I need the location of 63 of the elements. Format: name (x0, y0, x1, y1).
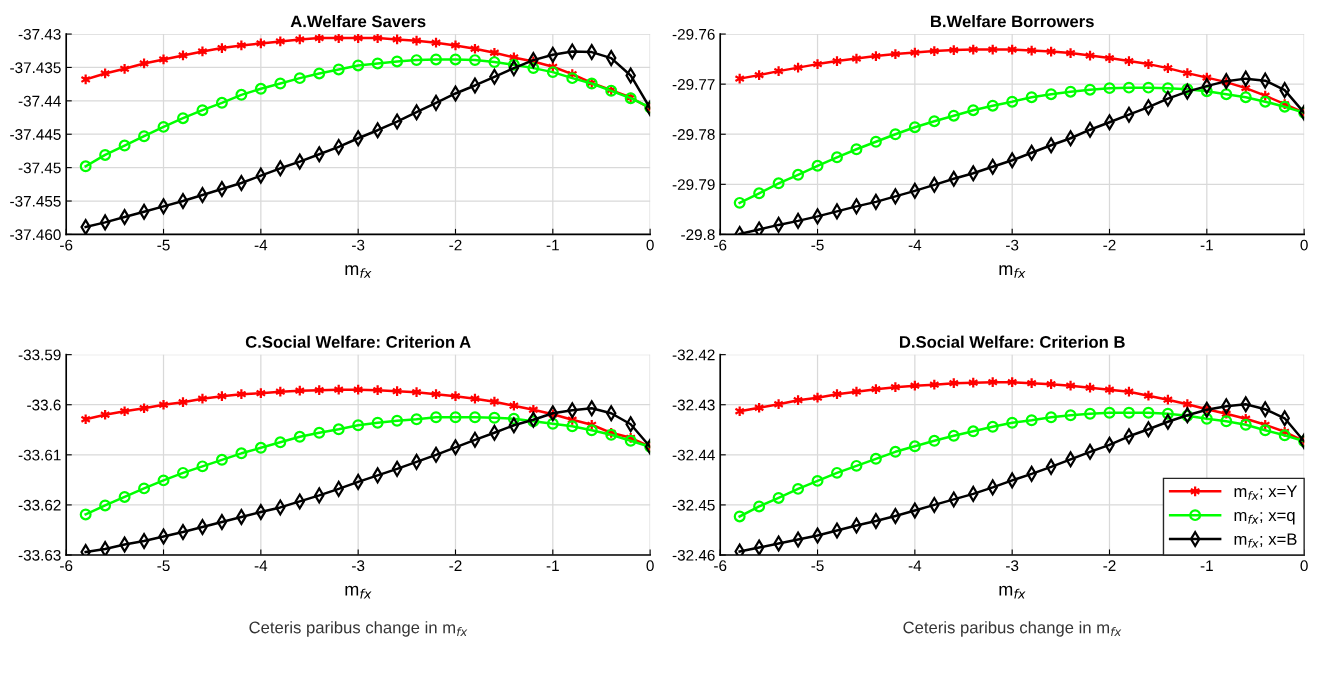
x-axis-title: m$_{fx}$ (999, 585, 1026, 599)
text: Ceteris paribus change in m$_{fx}$ (903, 621, 1122, 637)
x-tick-label: -5 (811, 560, 824, 572)
x-tick-label: -2 (449, 560, 462, 571)
x-tick-label: -1 (546, 560, 559, 571)
chart-title: A.Welfare Savers (290, 15, 426, 28)
y-tick-label: -29.76 (672, 28, 715, 40)
legend-label: m$_{fx}$; x=q (1234, 511, 1295, 525)
y-tick-label: -33.59 (18, 349, 61, 361)
y-tick-label: -37.43 (18, 28, 61, 40)
x-tick-label: -3 (352, 560, 365, 572)
legend-label: m$_{fx}$; x=Y (1234, 485, 1298, 500)
x-tick-label: -1 (1200, 239, 1213, 251)
x-tick-label: -2 (449, 239, 462, 251)
x-axis-title: m$_{fx}$ (999, 265, 1026, 278)
x-tick-label: -6 (714, 560, 727, 572)
y-tick-label: -33.6 (27, 399, 61, 411)
y-tick-label: -37.460 (10, 229, 61, 241)
x-tick-label: -4 (908, 560, 922, 571)
y-tick-label: -37.45 (18, 162, 61, 174)
x-axis-title: m$_{fx}$ (345, 265, 372, 278)
x-tick-label: 0 (1300, 560, 1308, 572)
x-tick-label: -1 (1200, 560, 1213, 571)
text: Ceteris paribus change in m$_{fx}$ (249, 621, 468, 637)
y-tick-label: -32.42 (672, 349, 715, 361)
x-tick-label: -4 (254, 239, 268, 251)
y-tick-label: -29.78 (672, 129, 715, 140)
x-tick-label: -4 (254, 560, 268, 571)
y-tick-label: -33.63 (18, 549, 61, 561)
x-tick-label: -6 (60, 239, 73, 251)
chart-title: B.Welfare Borrowers (931, 15, 1094, 28)
x-tick-label: 0 (646, 239, 654, 251)
x-tick-label: -1 (546, 239, 559, 251)
y-tick-label: -32.43 (672, 399, 715, 411)
y-tick-label: -37.445 (10, 129, 61, 140)
y-tick-label: -33.62 (18, 499, 61, 511)
x-tick-label: -5 (157, 239, 170, 251)
x-tick-label: -3 (1006, 239, 1019, 251)
x-tick-label: -6 (714, 239, 727, 251)
x-tick-label: -4 (908, 239, 922, 251)
x-tick-label: -6 (60, 560, 73, 572)
y-tick-label: -37.435 (10, 62, 61, 74)
y-tick-label: -32.44 (672, 449, 715, 461)
y-tick-label: -29.79 (672, 179, 715, 191)
x-tick-label: 0 (1300, 239, 1308, 251)
x-axis-title: m$_{fx}$ (345, 585, 372, 599)
x-tick-label: 0 (646, 560, 654, 572)
y-tick-label: -32.46 (672, 549, 715, 561)
x-tick-label: -3 (352, 239, 365, 251)
legend-label: m$_{fx}$; x=B (1234, 533, 1297, 548)
y-tick-label: -29.77 (672, 79, 715, 90)
x-tick-label: -2 (1103, 560, 1116, 571)
y-tick-label: -37.455 (10, 195, 61, 207)
chart-title: D.Social Welfare: Criterion B (899, 335, 1125, 348)
x-tick-label: -3 (1006, 560, 1019, 572)
chart-title: C.Social Welfare: Criterion A (245, 335, 471, 348)
x-tick-label: -5 (811, 239, 824, 251)
y-tick-label: -33.61 (18, 449, 61, 461)
y-tick-label: -37.44 (18, 95, 61, 107)
y-tick-label: -32.45 (672, 499, 715, 511)
x-tick-label: -2 (1103, 239, 1116, 251)
y-tick-label: -29.8 (681, 229, 715, 241)
x-tick-label: -5 (157, 560, 170, 572)
